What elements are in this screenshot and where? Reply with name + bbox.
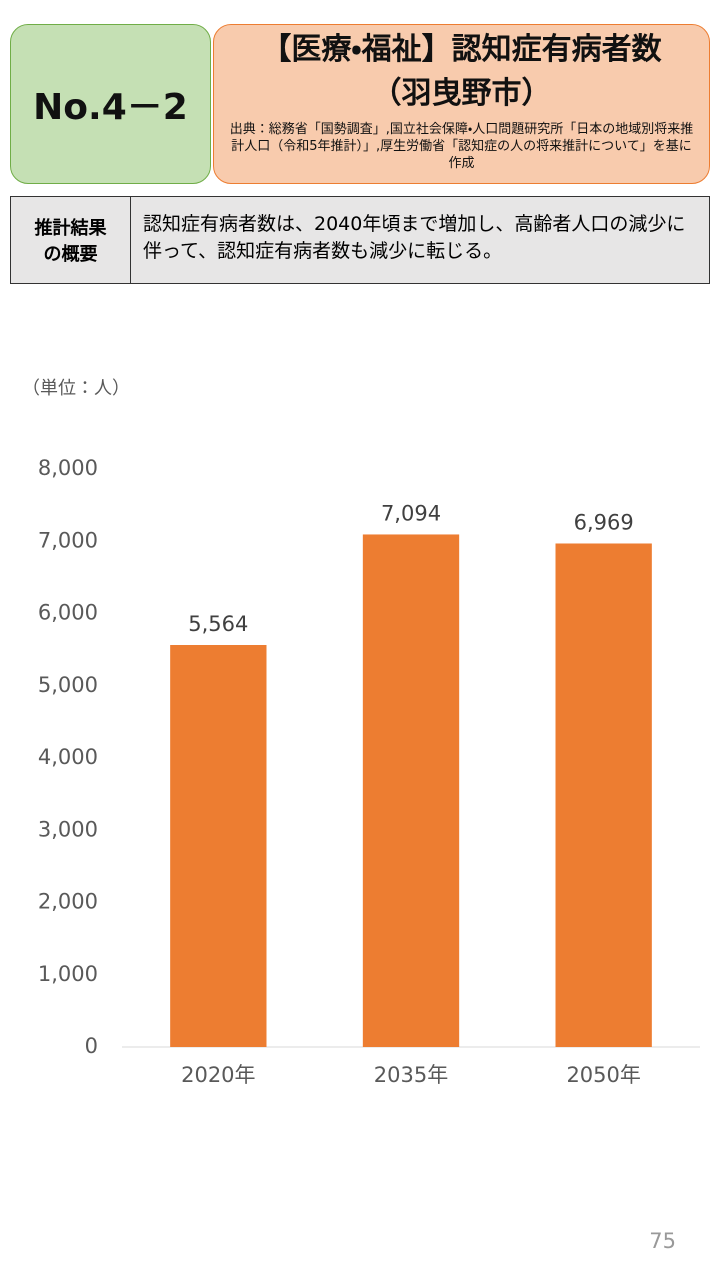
subtitle: （羽曳野市）: [371, 76, 552, 111]
y-tick-label: 8,000: [38, 456, 98, 480]
source: 出典：総務省「国勢調査」,国立社会保障・人口問題研究所「日本の地域別将来推計人口…: [229, 122, 694, 171]
y-tick-label: 1,000: [38, 962, 98, 986]
y-tick-label: 0: [85, 1034, 98, 1058]
data-label: 7,094: [381, 501, 441, 525]
header-box: 【医療・福祉】認知症有病者数 （羽曳野市） 出典：総務省「国勢調査」,国立社会保…: [213, 24, 710, 184]
y-tick-label: 7,000: [38, 528, 98, 552]
summary-label: 推計結果の概要: [11, 197, 131, 283]
page-number: 75: [649, 1229, 676, 1253]
y-tick-label: 3,000: [38, 817, 98, 841]
y-tick-label: 5,000: [38, 673, 98, 697]
summary-box: 推計結果の概要 認知症有病者数は、2040年頃まで増加し、高齢者人口の減少に伴っ…: [10, 196, 710, 284]
bar: [170, 645, 267, 1047]
bar: [362, 534, 460, 1047]
y-tick-label: 6,000: [38, 601, 98, 625]
y-tick-label: 4,000: [38, 745, 98, 769]
title: 【医療・福祉】認知症有病者数: [261, 32, 662, 67]
y-tick-label: 2,000: [38, 890, 98, 914]
x-tick-label: 2020年: [181, 1063, 255, 1087]
data-label: 5,564: [188, 612, 248, 636]
x-tick-label: 2050年: [566, 1063, 640, 1087]
unit-label: （単位：人）: [22, 378, 130, 399]
bar: [555, 543, 652, 1047]
summary-text: 認知症有病者数は、2040年頃まで増加し、高齢者人口の減少に伴って、認知症有病者…: [143, 213, 686, 262]
data-label: 6,969: [574, 510, 634, 534]
slide-number: No.4－2: [10, 24, 211, 184]
x-tick-label: 2035年: [374, 1063, 448, 1087]
